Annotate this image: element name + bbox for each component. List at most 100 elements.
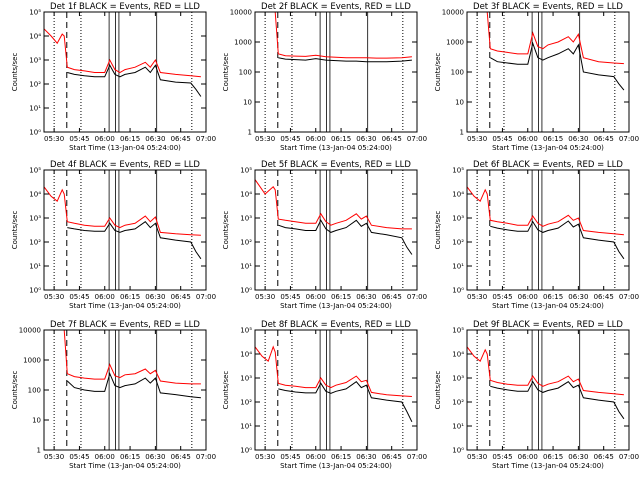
series-lld xyxy=(466,186,624,236)
x-tick-label: 06:30 xyxy=(356,453,376,461)
series-lld xyxy=(254,179,412,230)
y-tick-label: 10 xyxy=(455,99,464,107)
x-tick-label: 07:00 xyxy=(196,293,216,301)
x-tick-label: 05:30 xyxy=(255,293,275,301)
x-tick-label: 06:45 xyxy=(171,135,191,143)
y-tick-label: 10³ xyxy=(452,375,464,383)
y-tick-label: 10² xyxy=(452,239,464,247)
y-axis-label: Counts/sec xyxy=(11,371,19,410)
x-tick-label: 06:15 xyxy=(543,135,563,143)
y-tick-label: 10⁵ xyxy=(29,9,41,17)
y-tick-label: 10⁵ xyxy=(240,327,252,335)
x-tick-label: 06:30 xyxy=(568,293,588,301)
y-tick-label: 100 xyxy=(239,69,252,77)
x-tick-label: 05:45 xyxy=(492,293,512,301)
plot-frame xyxy=(254,169,418,291)
y-tick-label: 100 xyxy=(28,387,41,395)
series-events xyxy=(278,219,413,255)
panel-title: Det 1f BLACK = Events, RED = LLD xyxy=(50,2,200,12)
x-tick-label: 06:30 xyxy=(356,135,376,143)
y-tick-label: 10² xyxy=(29,239,41,247)
x-axis-label: Start Time (13-Jan-04 05:24:00) xyxy=(280,144,392,152)
panel-title: Det 2f BLACK = Events, RED = LLD xyxy=(261,2,411,12)
y-tick-label: 1000 xyxy=(446,39,464,47)
y-tick-label: 10³ xyxy=(452,215,464,223)
panel-title: Det 8f BLACK = Events, RED = LLD xyxy=(261,320,411,330)
series-lld xyxy=(43,186,201,236)
plot-frame xyxy=(254,329,418,451)
series-events xyxy=(490,220,625,260)
y-tick-label: 10 xyxy=(243,99,252,107)
x-tick-label: 05:45 xyxy=(280,135,300,143)
x-tick-label: 06:45 xyxy=(382,135,402,143)
x-tick-label: 05:45 xyxy=(280,293,300,301)
y-axis-label: Counts/sec xyxy=(222,371,230,410)
x-tick-label: 06:15 xyxy=(331,293,351,301)
y-tick-label: 10⁵ xyxy=(452,327,464,335)
x-tick-label: 05:45 xyxy=(69,453,89,461)
plot-frame xyxy=(466,329,630,451)
y-tick-label: 10¹ xyxy=(452,423,464,431)
x-tick-label: 06:00 xyxy=(518,453,538,461)
panel-title: Det 9f BLACK = Events, RED = LLD xyxy=(473,320,623,330)
x-tick-label: 05:30 xyxy=(467,453,487,461)
x-tick-label: 06:00 xyxy=(518,293,538,301)
x-tick-label: 06:30 xyxy=(145,135,165,143)
x-tick-label: 07:00 xyxy=(407,293,427,301)
plot-frame xyxy=(43,169,207,291)
y-axis-label: Counts/sec xyxy=(434,211,442,250)
y-tick-label: 10⁴ xyxy=(240,191,252,199)
x-tick-label: 06:15 xyxy=(120,293,140,301)
x-axis-label: Start Time (13-Jan-04 05:24:00) xyxy=(280,302,392,310)
x-tick-label: 06:00 xyxy=(95,293,115,301)
y-tick-label: 10000 xyxy=(442,9,464,17)
series-lld xyxy=(466,346,624,396)
y-tick-label: 1 xyxy=(37,447,41,455)
y-tick-label: 10⁵ xyxy=(240,167,252,175)
panel-title: Det 7f BLACK = Events, RED = LLD xyxy=(50,320,200,330)
y-tick-label: 10⁴ xyxy=(240,351,252,359)
x-tick-label: 05:30 xyxy=(255,453,275,461)
x-tick-label: 06:30 xyxy=(568,135,588,143)
x-axis-label: Start Time (13-Jan-04 05:24:00) xyxy=(280,462,392,470)
plot-frame xyxy=(43,329,207,451)
series-lld xyxy=(44,329,201,385)
x-tick-label: 06:00 xyxy=(95,453,115,461)
series-events xyxy=(490,41,625,91)
series-events xyxy=(278,57,412,63)
x-tick-label: 06:45 xyxy=(594,453,614,461)
y-tick-label: 10³ xyxy=(240,375,252,383)
x-tick-label: 06:45 xyxy=(382,453,402,461)
x-tick-label: 05:30 xyxy=(44,135,64,143)
x-tick-label: 05:45 xyxy=(492,453,512,461)
x-axis-label: Start Time (13-Jan-04 05:24:00) xyxy=(492,302,604,310)
y-tick-label: 1 xyxy=(460,129,464,137)
x-tick-label: 06:45 xyxy=(594,135,614,143)
panel-title: Det 4f BLACK = Events, RED = LLD xyxy=(50,160,200,170)
x-tick-label: 05:45 xyxy=(492,135,512,143)
x-tick-label: 05:45 xyxy=(280,453,300,461)
y-tick-label: 10⁵ xyxy=(29,167,41,175)
y-tick-label: 10⁵ xyxy=(452,167,464,175)
y-tick-label: 1 xyxy=(248,129,252,137)
series-lld xyxy=(254,345,412,397)
series-events xyxy=(67,64,202,97)
y-tick-label: 10³ xyxy=(29,57,41,65)
x-axis-label: Start Time (13-Jan-04 05:24:00) xyxy=(69,144,181,152)
y-tick-label: 10² xyxy=(240,239,252,247)
y-tick-label: 10¹ xyxy=(240,263,252,271)
y-tick-label: 100 xyxy=(451,69,464,77)
x-tick-label: 06:45 xyxy=(382,293,402,301)
plot-frame xyxy=(466,11,630,133)
y-axis-label: Counts/sec xyxy=(434,53,442,92)
y-tick-label: 10³ xyxy=(240,215,252,223)
x-tick-label: 06:15 xyxy=(331,453,351,461)
y-tick-label: 1000 xyxy=(23,357,41,365)
panel-title: Det 3f BLACK = Events, RED = LLD xyxy=(473,2,623,12)
x-tick-label: 06:15 xyxy=(120,453,140,461)
x-tick-label: 05:30 xyxy=(44,293,64,301)
x-tick-label: 06:00 xyxy=(95,135,115,143)
x-axis-label: Start Time (13-Jan-04 05:24:00) xyxy=(69,302,181,310)
y-tick-label: 10² xyxy=(452,399,464,407)
y-tick-label: 10⁰ xyxy=(240,447,252,455)
